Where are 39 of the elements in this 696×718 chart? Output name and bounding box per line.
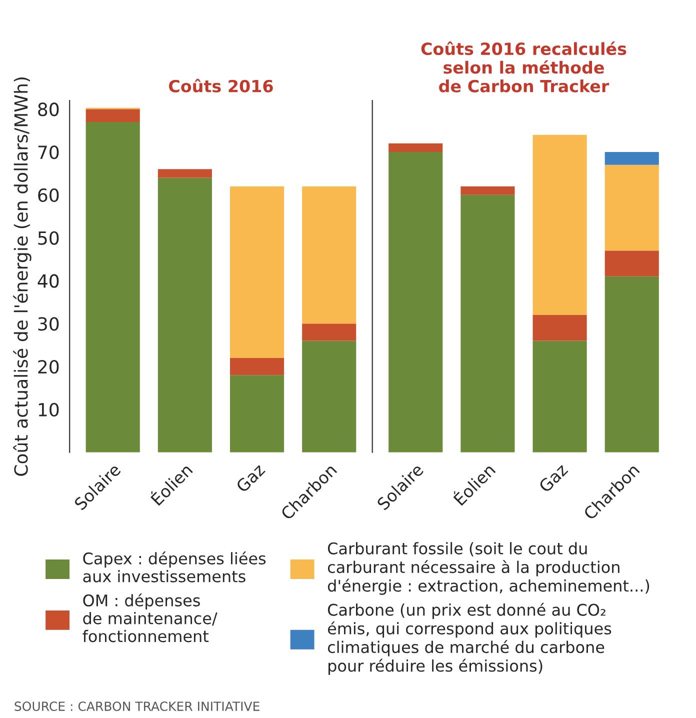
- bar: [460, 186, 515, 195]
- bar: [158, 178, 212, 452]
- legend-label: OM : dépenses de maintenance/ fonctionnement: [82, 593, 218, 642]
- bar: [604, 152, 659, 165]
- x-tick-label: Gaz: [235, 462, 266, 494]
- bar: [388, 152, 443, 452]
- y-tick-label: 40: [38, 274, 59, 288]
- legend-label: Carbone (un prix est donné au CO₂ émis, qui correspond aux politiques climatiques de marché du carbone pour réduire les émissions): [328, 602, 612, 675]
- bar: [604, 250, 659, 276]
- bar: [460, 194, 515, 452]
- legend-label: Capex : dépenses liées aux investissements: [83, 551, 266, 582]
- bar: [86, 109, 140, 122]
- bar: [388, 143, 443, 152]
- bar: [532, 340, 587, 452]
- bar: [532, 315, 587, 341]
- bar: [86, 122, 140, 452]
- bar: [604, 164, 659, 251]
- bar: [604, 276, 659, 452]
- bar: [302, 340, 356, 452]
- source-note: SOURCE : CARBON TRACKER INITIATIVE: [14, 702, 260, 711]
- chart-title: Coûts 2016: [169, 78, 273, 92]
- bar: [158, 169, 212, 178]
- y-tick-label: 80: [38, 102, 59, 116]
- y-tick-label: 60: [38, 188, 59, 202]
- legend-label: Carburant fossile (soit le cout du carburant nécessaire à la production d'énergie : extraction, acheminement...): [328, 542, 650, 595]
- chart-title: Coûts 2016 recalculés selon la méthode de Carbon Tracker: [421, 42, 626, 92]
- bar: [302, 186, 356, 324]
- bar: [302, 324, 356, 341]
- y-tick-label: 10: [38, 402, 59, 417]
- bar: [230, 186, 284, 358]
- x-tick-label: Gaz: [538, 462, 568, 494]
- bar: [230, 375, 284, 452]
- y-tick-label: 30: [38, 317, 59, 331]
- y-tick-label: 50: [38, 231, 59, 245]
- bar: [230, 358, 284, 376]
- y-tick-label: 70: [38, 145, 59, 160]
- bar: [532, 134, 587, 316]
- y-tick-label: 20: [38, 360, 59, 374]
- y-axis-title: Coût actualisé de l'énergie (en dollars/MWh): [13, 78, 32, 476]
